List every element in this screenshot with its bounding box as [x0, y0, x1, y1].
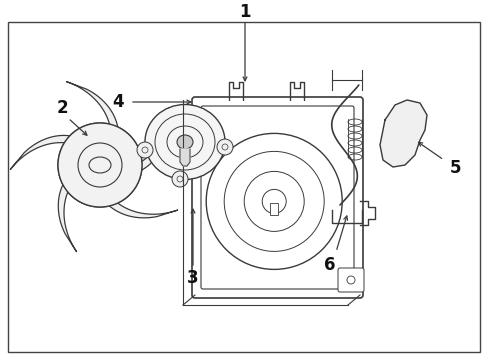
FancyBboxPatch shape	[192, 97, 363, 298]
Circle shape	[137, 142, 153, 158]
Polygon shape	[109, 203, 178, 218]
Polygon shape	[66, 82, 118, 127]
Text: 4: 4	[112, 93, 124, 111]
Text: 5: 5	[449, 159, 461, 177]
Circle shape	[58, 123, 142, 207]
Polygon shape	[10, 135, 70, 170]
FancyBboxPatch shape	[338, 268, 364, 292]
Circle shape	[217, 139, 233, 155]
Polygon shape	[180, 149, 190, 166]
Text: 2: 2	[56, 99, 68, 117]
Circle shape	[172, 171, 188, 187]
Circle shape	[395, 125, 411, 141]
Polygon shape	[142, 107, 169, 170]
Circle shape	[58, 123, 142, 207]
Bar	[270, 203, 278, 215]
Text: 3: 3	[187, 269, 199, 287]
Text: 1: 1	[239, 3, 251, 21]
Polygon shape	[380, 100, 427, 167]
FancyBboxPatch shape	[201, 106, 354, 289]
Ellipse shape	[145, 104, 225, 180]
Text: 6: 6	[324, 256, 336, 274]
Polygon shape	[58, 185, 77, 252]
Ellipse shape	[177, 135, 193, 149]
